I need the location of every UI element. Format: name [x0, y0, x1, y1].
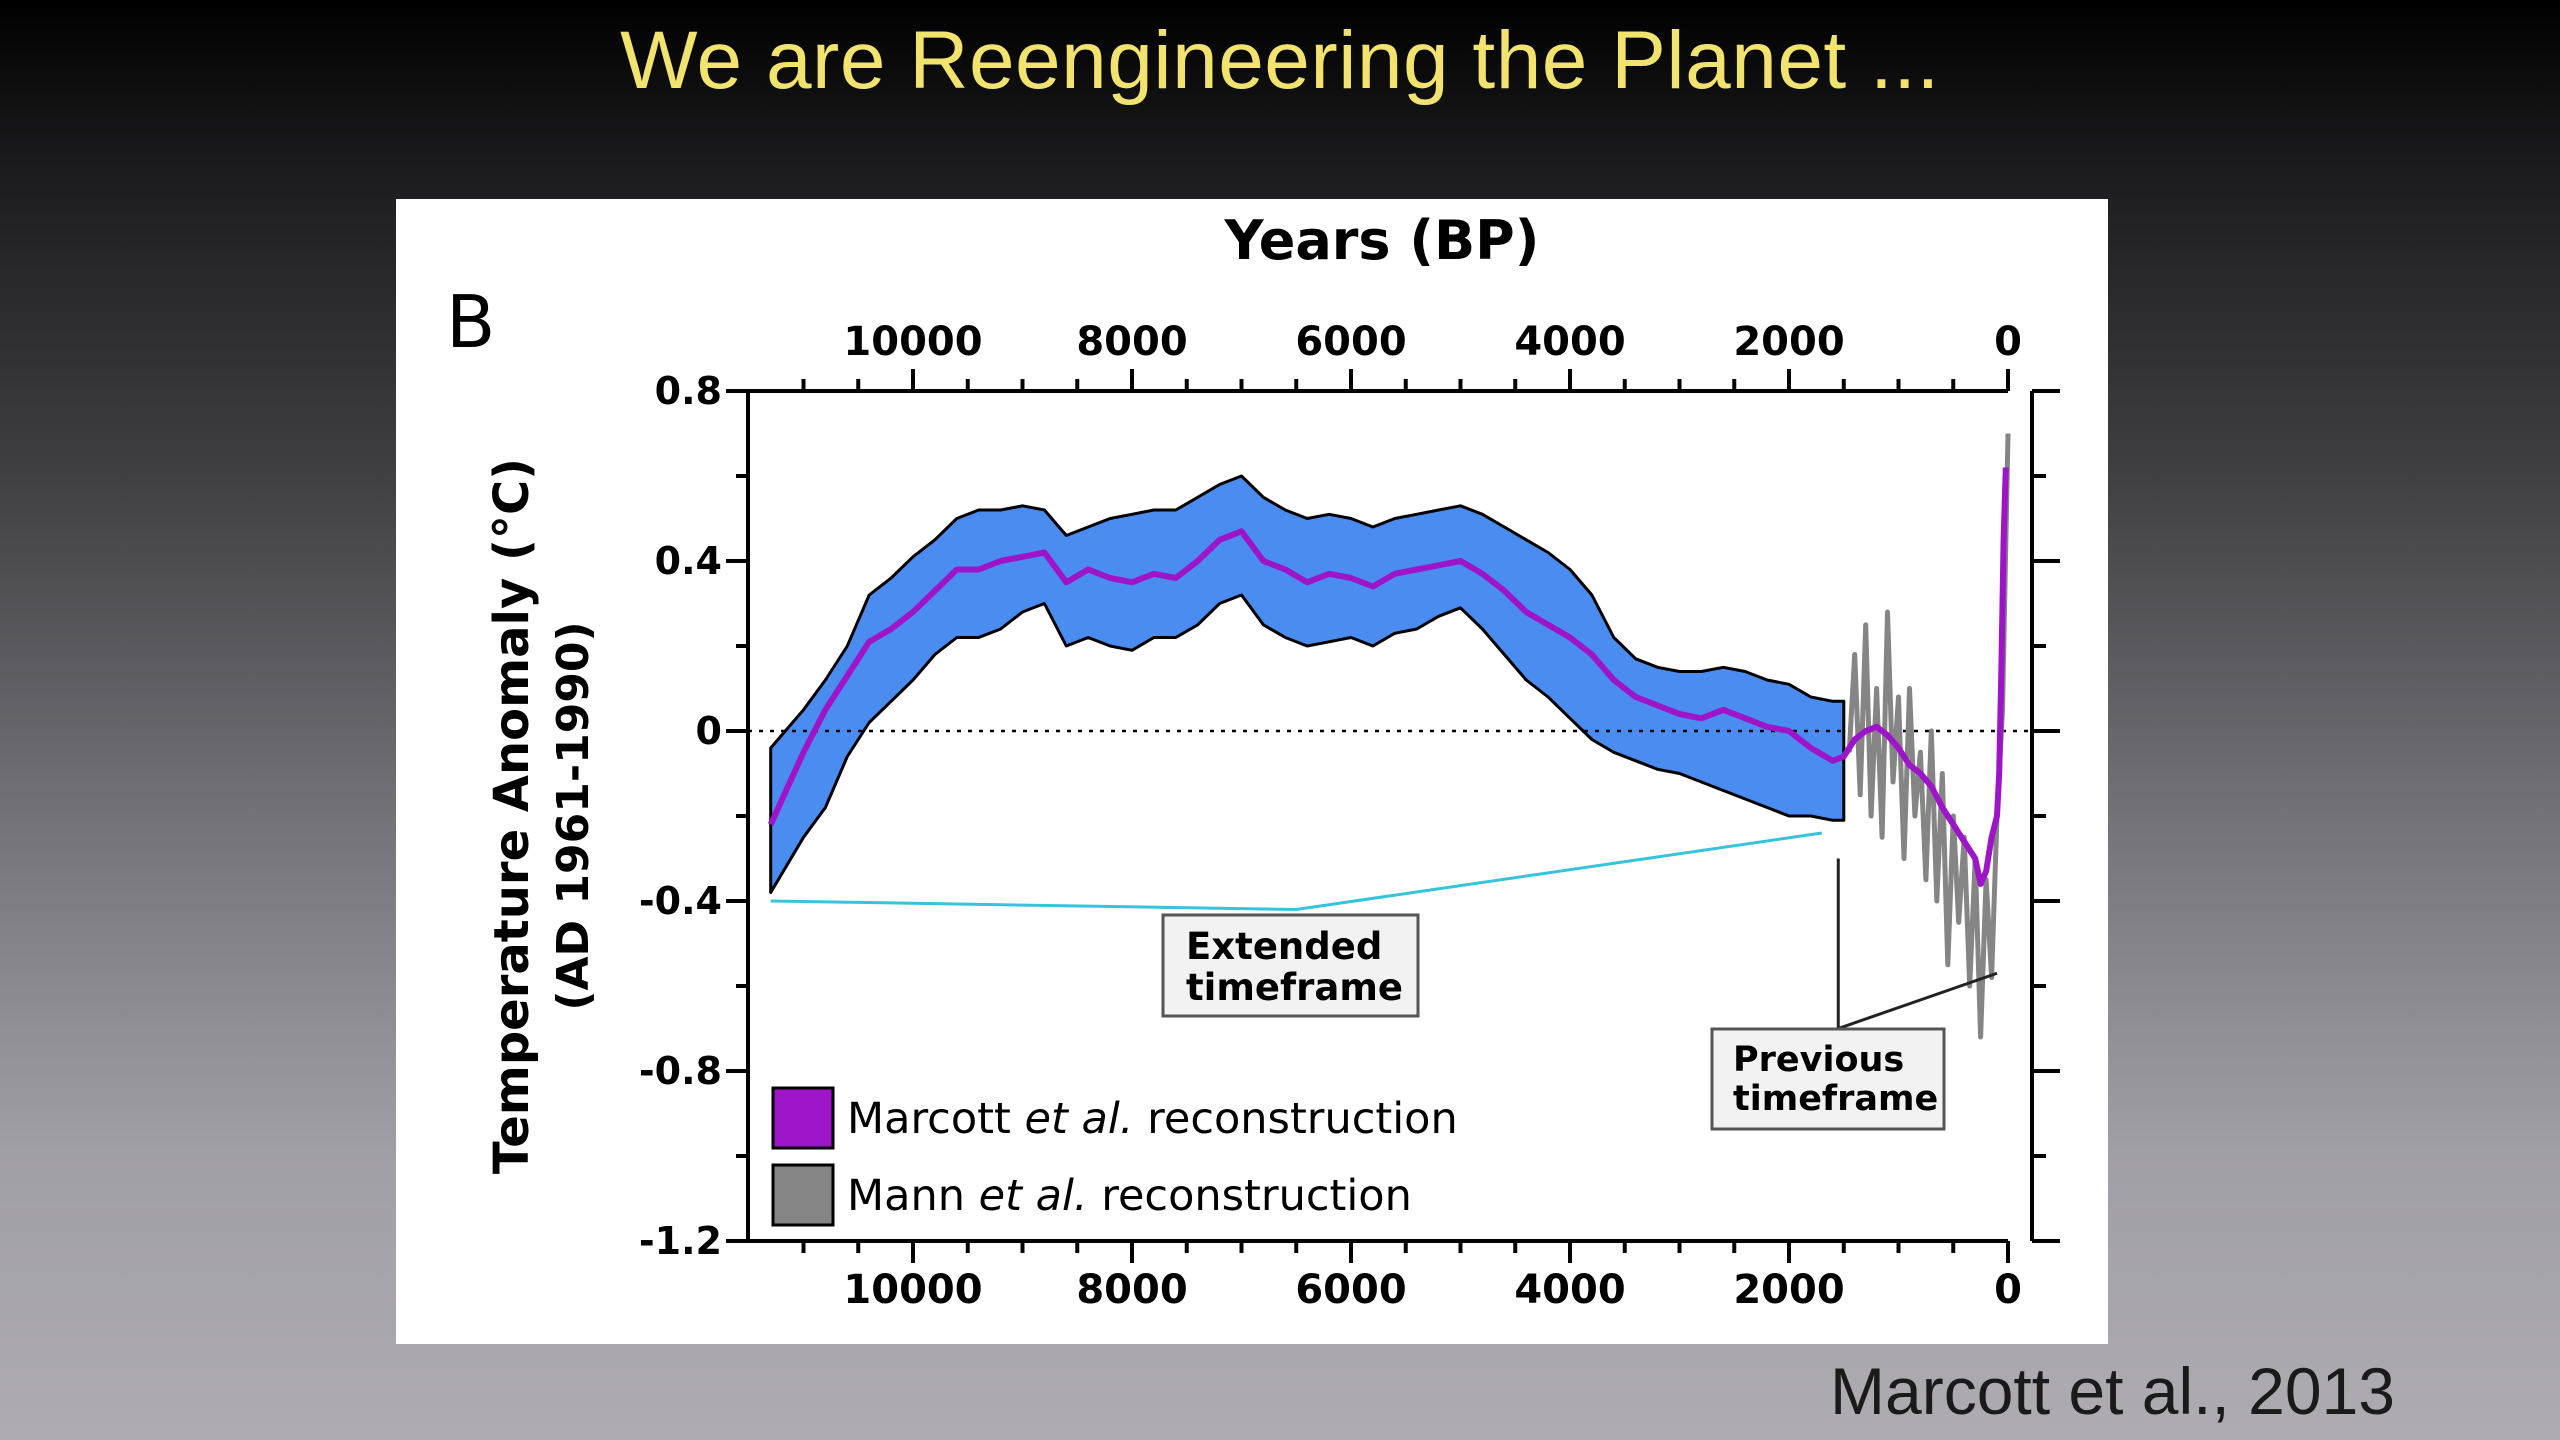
x-tick-label-top: 8000 — [1076, 319, 1187, 365]
x-tick-label-top: 6000 — [1295, 319, 1406, 365]
legend-label-marcott: Marcott et al. reconstruction — [847, 1094, 1458, 1144]
previous-timeframe-box — [1710, 1027, 1946, 1131]
y-axis-subtitle: (AD 1961-1990) — [548, 621, 599, 1010]
y-axis-title: Temperature Anomaly (°C) — [484, 458, 540, 1174]
mann-series-line — [1846, 433, 2011, 1040]
x-tick-label-bottom: 10000 — [843, 1267, 982, 1313]
y-tick-label: -0.8 — [639, 1049, 722, 1093]
x-tick-label-top: 0 — [1994, 319, 2022, 365]
x-tick-label-bottom: 8000 — [1076, 1267, 1187, 1313]
x-tick-label-top: 10000 — [843, 319, 982, 365]
slide-title: We are Reengineering the Planet ... — [620, 15, 1940, 106]
previous-timeframe-label: timeframe — [1733, 1079, 1938, 1119]
x-tick-label-top: 2000 — [1733, 319, 1844, 365]
x-tick-label-bottom: 4000 — [1514, 1267, 1625, 1313]
y-tick-label: 0.4 — [655, 539, 722, 583]
top-axis-title: Years (BP) — [1224, 209, 1540, 272]
y-tick-label: 0.8 — [655, 369, 722, 413]
extended-timeframe-label: timeframe — [1186, 966, 1403, 1009]
marcott-series-line — [767, 467, 2009, 887]
previous-timeframe-label: Previous — [1733, 1040, 1904, 1080]
x-tick-label-bottom: 0 — [1994, 1267, 2022, 1313]
extended-timeframe-label: Extended — [1186, 925, 1382, 968]
extended-timeframe-box — [1161, 913, 1420, 1018]
y-tick-label: -0.4 — [639, 879, 722, 923]
x-tick-label-top: 4000 — [1514, 319, 1625, 365]
marcott-uncertainty-band — [769, 474, 1846, 894]
temperature-chart: 0.8 0.4 0 -0.4 -0.8 -1.2 10000 10000 8000 8000 600… — [446, 209, 2060, 1313]
y-tick-label: 0 — [696, 709, 722, 753]
y-tick-label: -1.2 — [639, 1219, 722, 1263]
panel-label: B — [446, 280, 495, 364]
chart-panel: 0.8 0.4 0 -0.4 -0.8 -1.2 10000 10000 8000 8000 600… — [396, 199, 2108, 1344]
x-tick-label-bottom: 2000 — [1733, 1267, 1844, 1313]
x-tick-label-bottom: 6000 — [1295, 1267, 1406, 1313]
legend-swatch-mann — [771, 1163, 835, 1227]
legend-swatch-marcott — [771, 1086, 835, 1150]
legend-label-mann: Mann et al. reconstruction — [847, 1171, 1412, 1221]
citation: Marcott et al., 2013 — [1830, 1354, 2395, 1428]
extended-timeframe-callout-line — [770, 831, 1823, 912]
